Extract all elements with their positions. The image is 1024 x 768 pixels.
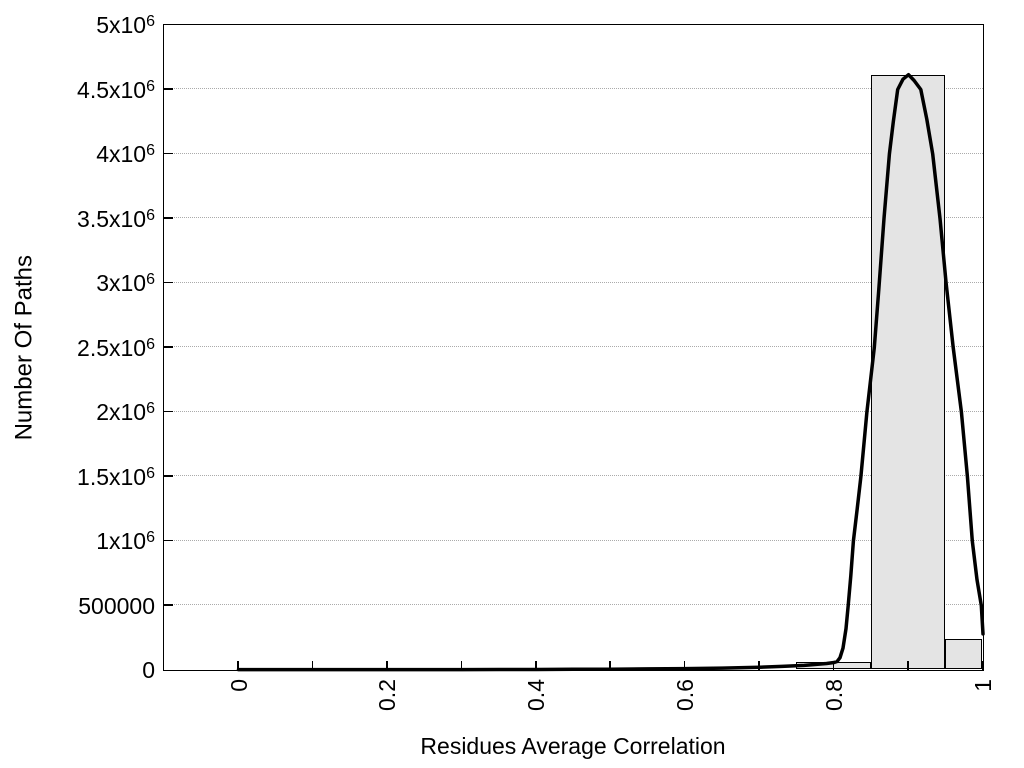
y-axis-title: Number Of Paths	[10, 255, 37, 441]
x-tick-mark	[460, 660, 463, 670]
gridline	[163, 346, 983, 348]
y-tick-label: 500000	[78, 592, 155, 619]
gridline	[163, 475, 983, 477]
x-tick-label: 1	[970, 679, 996, 692]
x-tick-label: 0.4	[523, 679, 550, 711]
plot-area	[162, 23, 985, 671]
x-tick-label: 0.6	[672, 679, 699, 711]
gridline	[163, 410, 983, 412]
y-tick-mark	[163, 152, 173, 155]
histogram-bar	[945, 638, 983, 670]
gridline	[163, 539, 983, 541]
y-tick-label: 1.5x106	[77, 463, 155, 490]
y-tick-mark	[163, 475, 173, 477]
gridline	[163, 281, 983, 283]
x-tick-mark	[311, 660, 314, 670]
y-tick-mark	[163, 539, 173, 542]
y-tick-label: 4.5x106	[77, 76, 155, 103]
y-tick-mark	[163, 217, 173, 219]
x-tick-mark	[386, 660, 388, 670]
y-tick-label: 0	[142, 657, 155, 683]
gridline	[163, 152, 983, 154]
y-tick-label: 5x106	[96, 12, 155, 38]
x-tick-mark	[907, 660, 909, 670]
x-tick-label: 0	[225, 679, 252, 692]
y-tick-label: 2x106	[96, 399, 155, 425]
y-tick-label: 1x106	[96, 528, 155, 554]
y-tick-label: 3.5x106	[77, 205, 155, 232]
gridline	[163, 217, 983, 219]
y-tick-mark	[163, 88, 173, 90]
x-tick-mark	[535, 660, 537, 670]
y-tick-mark	[163, 346, 173, 348]
x-tick-mark	[683, 660, 686, 670]
x-tick-mark	[832, 660, 835, 670]
y-tick-label: 2.5x106	[77, 334, 155, 361]
y-tick-label: 4x106	[96, 141, 155, 167]
x-tick-label: 0.8	[821, 679, 848, 711]
fit-curve	[236, 72, 985, 671]
x-tick-label: 0.2	[374, 679, 401, 711]
x-tick-mark	[237, 660, 239, 670]
y-tick-mark	[163, 604, 173, 606]
gridline	[163, 88, 983, 90]
x-tick-mark	[981, 660, 984, 670]
x-axis-title: Residues Average Correlation	[420, 733, 726, 759]
y-tick-label: 3x106	[96, 270, 155, 296]
y-tick-mark	[163, 410, 173, 413]
gridline	[163, 604, 983, 606]
fit-curve-svg	[236, 72, 985, 671]
x-tick-mark	[609, 660, 611, 670]
y-tick-mark	[163, 281, 173, 284]
